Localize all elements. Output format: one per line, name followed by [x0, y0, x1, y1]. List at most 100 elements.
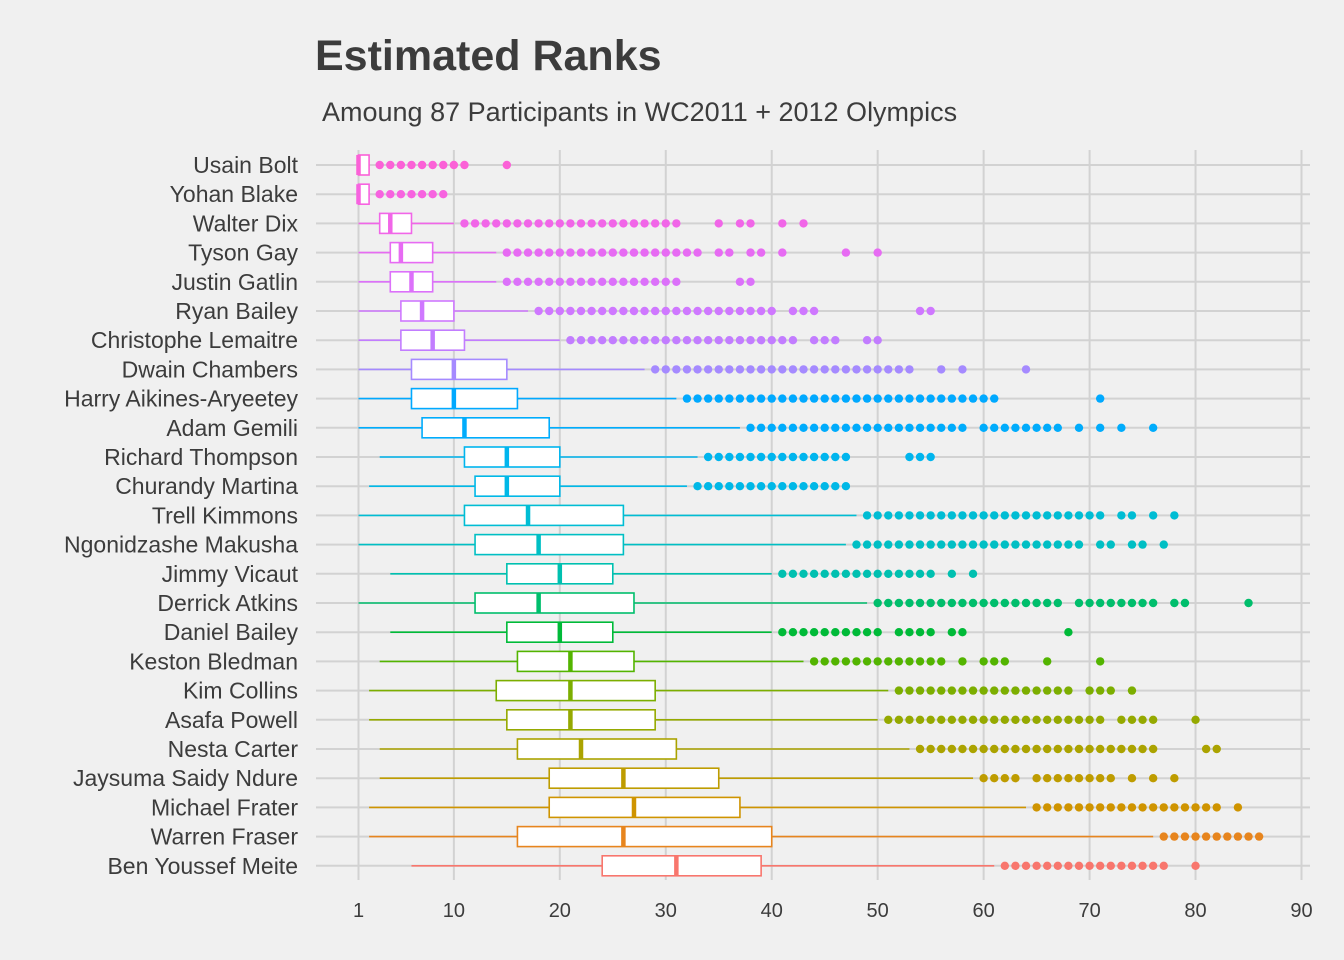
outlier-point: [926, 306, 935, 316]
x-tick-label: 1: [353, 900, 364, 922]
outlier-point: [799, 365, 808, 374]
outlier-point: [756, 306, 766, 316]
outlier-point: [1106, 774, 1115, 783]
outlier-point: [1117, 598, 1126, 608]
outlier-point: [937, 686, 946, 695]
outlier-point: [926, 569, 935, 578]
outlier-point: [937, 423, 946, 432]
outlier-point: [788, 423, 798, 432]
outlier-point: [714, 306, 723, 316]
outlier-point: [926, 598, 935, 608]
outlier-point: [746, 452, 755, 462]
outlier-point: [778, 248, 787, 257]
outlier-point: [1117, 744, 1126, 754]
outlier-point: [1095, 686, 1105, 695]
outlier-point: [947, 715, 957, 724]
boxplot-row: [356, 183, 448, 205]
outlier-point: [926, 394, 935, 403]
outlier-point: [1064, 744, 1073, 754]
outlier-point: [968, 569, 978, 578]
outlier-point: [1148, 511, 1158, 520]
boxplot-row: [379, 767, 1179, 790]
outlier-point: [650, 277, 660, 286]
outlier-point: [661, 219, 670, 228]
outlier-point: [905, 628, 914, 637]
outlier-point: [555, 219, 565, 228]
outlier-point: [915, 394, 925, 403]
outlier-point: [513, 277, 522, 286]
outlier-point: [905, 598, 914, 608]
outlier-point: [396, 190, 406, 199]
outlier-point: [746, 336, 755, 345]
outlier-point: [566, 248, 575, 257]
outlier-point: [1021, 511, 1031, 520]
outlier-point: [884, 569, 893, 578]
outlier-point: [831, 365, 840, 374]
outlier-point: [1074, 540, 1084, 549]
boxplot-row: [390, 562, 978, 585]
outlier-point: [1074, 511, 1084, 520]
y-axis-label: Dwain Chambers: [122, 356, 298, 382]
outlier-point: [661, 365, 670, 374]
outlier-point: [767, 423, 776, 432]
outlier-point: [831, 336, 840, 345]
outlier-point: [894, 598, 904, 608]
outlier-point: [905, 394, 914, 403]
outlier-point: [862, 511, 872, 520]
outlier-point: [1043, 774, 1052, 783]
outlier-point: [809, 452, 819, 462]
outlier-point: [926, 715, 935, 724]
outlier-point: [735, 452, 745, 462]
outlier-point: [990, 540, 999, 549]
outlier-point: [608, 336, 617, 345]
outlier-point: [820, 657, 829, 666]
boxplot-row: [358, 241, 882, 264]
outlier-point: [852, 423, 861, 432]
outlier-point: [862, 657, 872, 666]
outlier-point: [1011, 774, 1020, 783]
outlier-point: [937, 715, 946, 724]
outlier-point: [534, 306, 543, 316]
outlier-point: [545, 306, 554, 316]
outlier-point: [1117, 423, 1126, 432]
outlier-point: [597, 306, 607, 316]
outlier-point: [1053, 598, 1063, 608]
outlier-point: [1064, 715, 1073, 724]
outlier-point: [1064, 511, 1073, 520]
outlier-point: [746, 394, 755, 403]
outlier-point: [513, 219, 522, 228]
outlier-point: [587, 219, 596, 228]
y-axis-label: Tyson Gay: [188, 240, 298, 266]
outlier-point: [407, 160, 416, 170]
x-tick-label: 90: [1290, 900, 1312, 922]
outlier-point: [1032, 774, 1041, 783]
boxplot-row: [356, 154, 512, 176]
outlier-point: [778, 482, 787, 491]
outlier-point: [1032, 744, 1041, 754]
outlier-point: [968, 744, 978, 754]
outlier-point: [492, 219, 501, 228]
outlier-point: [990, 657, 999, 666]
outlier-point: [979, 774, 988, 783]
outlier-point: [386, 160, 395, 170]
chart-subtitle: Amoung 87 Participants in WC2011 + 2012 …: [322, 97, 958, 127]
y-axis-label: Kim Collins: [183, 678, 298, 704]
outlier-point: [979, 394, 988, 403]
outlier-point: [587, 277, 596, 286]
outlier-point: [799, 452, 808, 462]
outlier-point: [915, 657, 925, 666]
x-tick-label: 60: [973, 900, 995, 922]
outlier-point: [778, 336, 787, 345]
outlier-point: [1064, 861, 1073, 870]
outlier-point: [831, 394, 840, 403]
outlier-point: [1127, 803, 1137, 812]
outlier-point: [1138, 861, 1147, 870]
outlier-point: [915, 511, 925, 520]
outlier-point: [1064, 803, 1073, 812]
boxplot-row: [369, 708, 1200, 731]
outlier-point: [746, 277, 755, 286]
outlier-point: [979, 657, 988, 666]
outlier-point: [1170, 774, 1179, 783]
outlier-point: [1043, 744, 1052, 754]
